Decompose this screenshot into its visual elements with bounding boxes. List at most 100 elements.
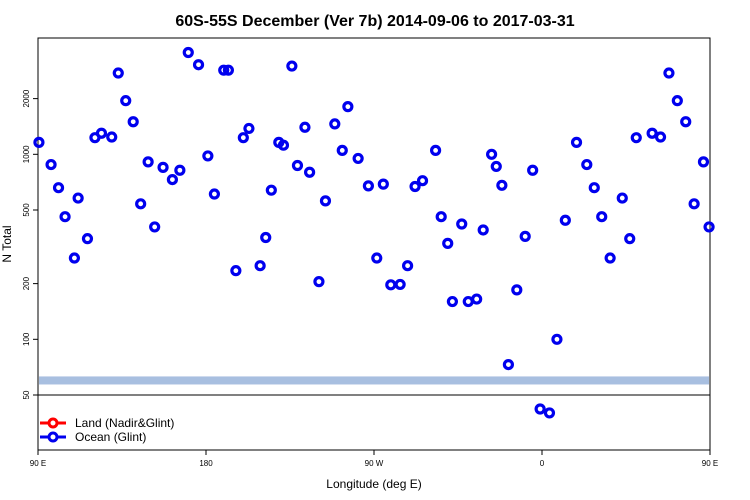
data-point <box>630 132 642 144</box>
legend-label: Land (Nadir&Glint) <box>75 416 174 430</box>
y-tick-label: 500 <box>22 203 31 217</box>
data-point <box>581 158 593 171</box>
data-point <box>182 46 194 59</box>
data-point <box>490 160 502 173</box>
data-point <box>336 144 348 156</box>
data-point <box>680 116 692 128</box>
y-tick-label: 1000 <box>22 145 31 163</box>
data-point <box>654 131 667 143</box>
data-point <box>588 182 600 194</box>
data-point <box>703 221 715 233</box>
data-point <box>596 211 608 223</box>
data-point <box>371 252 383 264</box>
x-tick-label: 90 E <box>30 459 46 468</box>
data-point <box>106 131 118 143</box>
shaded-band <box>39 376 709 385</box>
data-point <box>486 148 498 160</box>
data-point <box>45 158 57 171</box>
x-tick-label: 0 <box>540 459 545 468</box>
data-point <box>551 333 563 345</box>
data-point <box>624 233 636 245</box>
data-point <box>230 265 242 277</box>
data-point <box>277 139 290 151</box>
data-point <box>319 195 332 207</box>
x-tick-label: 90 E <box>702 459 718 468</box>
plot-frame <box>37 37 711 451</box>
data-point <box>402 260 414 272</box>
data-point <box>559 214 571 226</box>
data-point <box>697 156 710 168</box>
data-point <box>362 180 374 192</box>
data-point <box>135 198 147 210</box>
data-point <box>265 184 277 196</box>
data-point <box>291 159 304 172</box>
x-axis-label: Longitude (deg E) <box>326 477 421 491</box>
data-point <box>157 161 169 173</box>
legend-marker <box>47 431 59 443</box>
data-point <box>477 224 489 236</box>
data-point <box>243 122 255 135</box>
y-axis-label: N Total <box>0 225 14 262</box>
data-point <box>59 211 71 223</box>
chart-title: 60S-55S December (Ver 7b) 2014-09-06 to … <box>175 13 574 30</box>
data-point <box>72 192 84 204</box>
data-point <box>442 237 454 249</box>
data-point <box>222 64 234 76</box>
data-point <box>174 164 186 176</box>
data-point <box>313 276 325 288</box>
data-point <box>112 67 124 79</box>
y-tick-label: 2000 <box>22 89 31 107</box>
y-tick-label: 200 <box>22 276 31 290</box>
data-point <box>462 295 474 308</box>
data-point <box>202 150 214 162</box>
data-point <box>299 121 311 133</box>
y-tick-label: 100 <box>22 332 31 346</box>
data-point <box>496 179 508 191</box>
data-point <box>166 173 178 186</box>
data-point <box>604 252 616 264</box>
data-point <box>81 233 94 245</box>
data-point <box>527 164 539 176</box>
data-point <box>33 136 45 148</box>
legend-marker <box>47 417 59 429</box>
data-point <box>254 260 266 272</box>
data-point <box>208 188 220 200</box>
data-point <box>534 403 546 415</box>
legend: Land (Nadir&Glint)Ocean (Glint) <box>40 416 174 444</box>
data-point <box>416 175 429 187</box>
data-point <box>502 358 514 371</box>
data-point <box>304 166 316 178</box>
data-point <box>519 230 531 242</box>
x-tick-label: 180 <box>199 459 213 468</box>
data-point <box>377 178 389 190</box>
data-point <box>120 95 132 107</box>
data-point <box>149 221 161 233</box>
x-tick-label: 90 W <box>365 459 384 468</box>
data-point <box>329 118 341 130</box>
y-tick-label: 50 <box>22 390 31 399</box>
data-point <box>342 101 354 113</box>
data-point <box>435 211 447 223</box>
data-point <box>127 116 139 128</box>
data-point <box>192 59 205 71</box>
legend-label: Ocean (Glint) <box>75 430 146 444</box>
data-point <box>95 127 108 139</box>
data-point <box>218 64 230 76</box>
data-point <box>52 182 65 194</box>
data-point <box>688 198 700 210</box>
data-point <box>260 231 272 244</box>
data-point <box>663 67 675 79</box>
data-point <box>646 127 658 139</box>
data-point <box>543 407 556 419</box>
data-point <box>394 278 406 291</box>
data-point <box>446 295 458 308</box>
data-point <box>616 192 628 204</box>
data-point <box>409 180 421 193</box>
data-point <box>352 152 364 165</box>
data-point <box>456 218 468 230</box>
data-point <box>570 136 583 148</box>
data-point <box>286 60 298 72</box>
data-point <box>385 279 397 291</box>
data-point <box>471 293 483 305</box>
